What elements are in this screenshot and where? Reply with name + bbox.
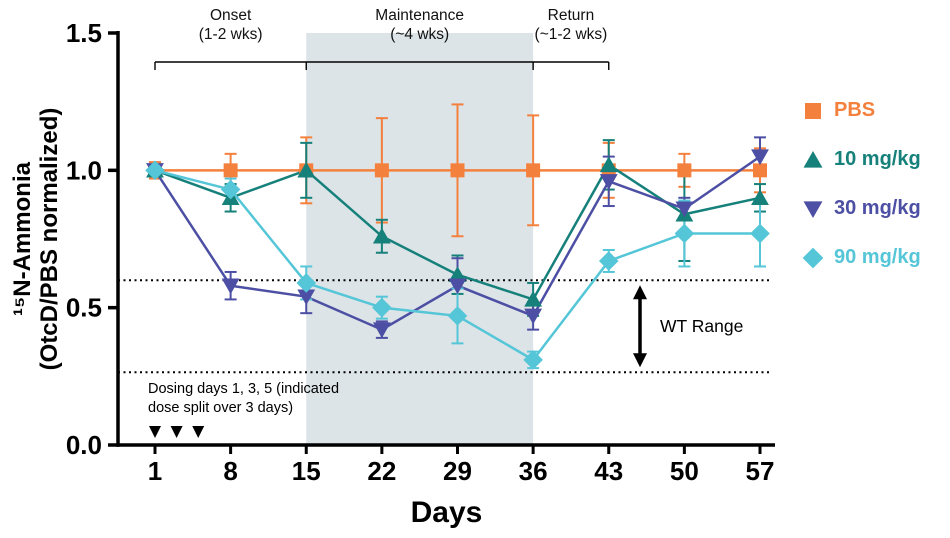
legend-item-10mgkg: 10 mg/kg [803,148,921,171]
triangle-down-marker-icon [803,199,823,219]
diamond-marker-icon [803,247,823,268]
maintenance-shaded-region [306,33,534,445]
dosing-note: Dosing days 1, 3, 5 (indicated dose split… [148,381,339,438]
markers-90-mg-kg [145,160,770,370]
svg-text:15: 15 [292,456,321,486]
dosing-arrow-day-3 [170,426,183,438]
svg-text:36: 36 [519,456,548,486]
legend-label-10mgkg: 10 mg/kg [834,148,921,170]
wt-range-arrow [633,285,647,368]
svg-text:1.5: 1.5 [66,18,102,48]
phase-label-onset: Onset (1-2 wks) [199,7,263,43]
phase-label-maintenance: Maintenance (~4 wks) [375,7,464,43]
legend: PBS 10 mg/kg 30 mg/kg 90 mg/kg [803,99,921,269]
svg-text:(OtcD/PBS normalized): (OtcD/PBS normalized) [36,108,63,371]
svg-text:Dosing days 1, 3, 5 (indicated: Dosing days 1, 3, 5 (indicated [148,381,339,397]
svg-text:0.0: 0.0 [66,430,102,460]
wt-range-label: WT Range [660,316,743,336]
svg-text:dose split over 3 days): dose split over 3 days) [148,400,293,416]
svg-text:1: 1 [148,456,162,486]
legend-label-pbs: PBS [834,99,876,121]
svg-text:(~1-2 wks): (~1-2 wks) [535,26,608,43]
svg-text:1.0: 1.0 [66,155,102,185]
legend-label-90mgkg: 90 mg/kg [834,246,921,268]
svg-text:Maintenance: Maintenance [375,7,464,24]
svg-text:43: 43 [594,456,623,486]
phase-label-return: Return (~1-2 wks) [535,7,608,43]
triangle-up-marker-icon [803,150,823,170]
svg-text:Return: Return [548,7,595,24]
svg-text:22: 22 [367,456,396,486]
svg-text:(1-2 wks): (1-2 wks) [199,26,263,43]
y-axis-title: ¹⁵N-Ammonia (OtcD/PBS normalized) [9,108,63,371]
legend-label-30mgkg: 30 mg/kg [834,197,921,219]
tick-labels: 0.0 0.5 1.0 1.5 1 8 15 22 29 36 43 50 57 [66,18,775,486]
legend-item-90mgkg: 90 mg/kg [803,246,921,269]
dosing-arrow-day-5 [192,426,205,438]
svg-text:0.5: 0.5 [66,293,102,323]
legend-item-pbs: PBS [803,99,921,122]
svg-text:29: 29 [443,456,472,486]
svg-text:¹⁵N-Ammonia: ¹⁵N-Ammonia [9,161,36,316]
svg-text:8: 8 [223,456,237,486]
dosing-arrow-day-1 [149,426,161,438]
phase-bracket [154,61,610,70]
x-axis-title: Days [411,496,483,529]
legend-item-30mgkg: 30 mg/kg [803,197,921,220]
pbs-square-marker-icon [803,101,823,121]
svg-text:57: 57 [746,456,775,486]
svg-text:50: 50 [670,456,699,486]
svg-text:(~4 wks): (~4 wks) [390,26,449,43]
svg-text:Onset: Onset [210,7,252,24]
axes [108,31,775,454]
